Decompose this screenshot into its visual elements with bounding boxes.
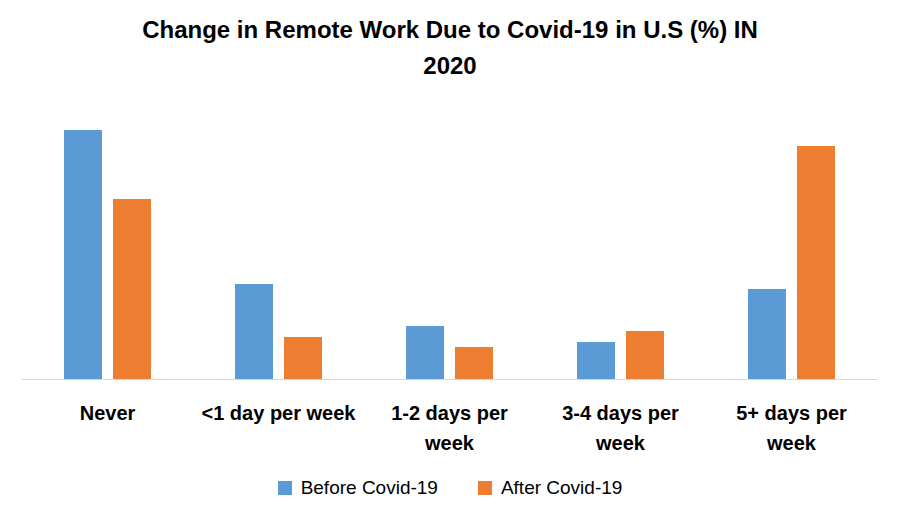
x-axis-line — [22, 379, 877, 380]
bar-before-covid-19 — [235, 284, 273, 379]
bar-before-covid-19 — [748, 289, 786, 379]
legend-item-after-covid-19: After Covid-19 — [478, 477, 622, 499]
bar-group — [535, 114, 706, 379]
legend: Before Covid-19 After Covid-19 — [0, 477, 900, 499]
chart-title-line-1: Change in Remote Work Due to Covid-19 in… — [0, 12, 900, 48]
bar-chart: Change in Remote Work Due to Covid-19 in… — [0, 0, 900, 525]
bar-group — [364, 114, 535, 379]
x-axis-label: <1 day per week — [193, 398, 364, 458]
x-axis-labels: Never<1 day per week1-2 days perweek3-4 … — [22, 398, 877, 458]
x-axis-label: 3-4 days perweek — [535, 398, 706, 458]
legend-swatch-icon — [478, 481, 492, 495]
legend-swatch-icon — [278, 481, 292, 495]
plot-area — [22, 114, 877, 379]
chart-title-line-2: 2020 — [0, 48, 900, 84]
bar-before-covid-19 — [406, 326, 444, 379]
x-axis-label: Never — [22, 398, 193, 458]
bar-after-covid-19 — [284, 337, 322, 379]
chart-title: Change in Remote Work Due to Covid-19 in… — [0, 12, 900, 84]
bar-after-covid-19 — [797, 146, 835, 379]
legend-label: Before Covid-19 — [301, 477, 438, 499]
bar-before-covid-19 — [64, 130, 102, 379]
bar-before-covid-19 — [577, 342, 615, 379]
x-axis-label: 5+ days perweek — [706, 398, 877, 458]
bar-after-covid-19 — [113, 199, 151, 379]
bar-after-covid-19 — [455, 347, 493, 379]
bar-after-covid-19 — [626, 331, 664, 379]
legend-item-before-covid-19: Before Covid-19 — [278, 477, 438, 499]
x-axis-label: 1-2 days perweek — [364, 398, 535, 458]
bar-group — [706, 114, 877, 379]
bar-group — [193, 114, 364, 379]
bar-group — [22, 114, 193, 379]
legend-label: After Covid-19 — [501, 477, 622, 499]
